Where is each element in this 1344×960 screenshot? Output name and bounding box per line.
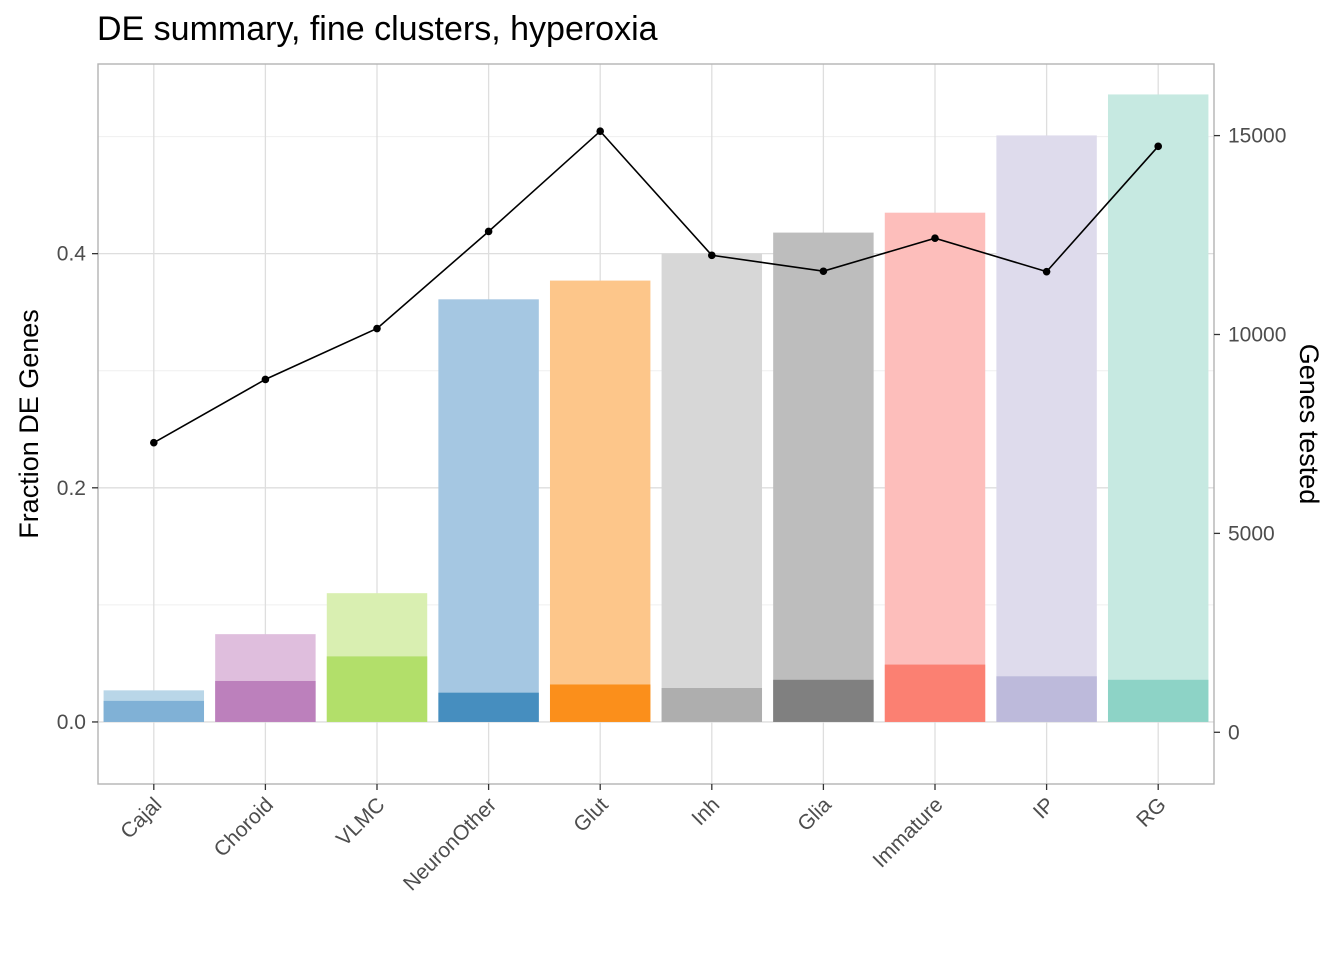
bar-total-glia xyxy=(773,232,874,722)
bar-secondary-inh xyxy=(661,688,763,722)
y2-tick-label: 10000 xyxy=(1228,323,1286,346)
chart-title: DE summary, fine clusters, hyperoxia xyxy=(97,10,658,48)
bar-secondary-glia xyxy=(773,679,874,722)
bar-secondary-ip xyxy=(996,676,1097,722)
x-tick-label-cajal: Cajal xyxy=(116,793,166,843)
bar-secondary-cajal xyxy=(103,700,205,722)
x-tick-label-inh: Inh xyxy=(687,793,724,830)
genes-tested-point-neuronother xyxy=(484,227,493,236)
bar-total-neuronother xyxy=(438,299,539,722)
plot-panel-border xyxy=(97,63,1215,785)
x-tick-label-choroid: Choroid xyxy=(210,793,278,861)
bar-secondary-neuronother xyxy=(438,692,539,722)
y2-tick-label: 5000 xyxy=(1228,522,1275,545)
bar-secondary-rg xyxy=(1107,679,1209,722)
x-tick-label-glut: Glut xyxy=(569,793,613,837)
bar-total-rg xyxy=(1107,94,1209,722)
y-axis-title: Fraction DE Genes xyxy=(14,309,44,539)
genes-tested-point-glut xyxy=(596,127,604,136)
bar-total-glut xyxy=(549,280,651,722)
y2-axis-ticks: 0 5000 10000 15000 xyxy=(1214,125,1286,744)
genes-tested-point-vlmc xyxy=(373,324,381,333)
x-tick-label-neuronother: NeuronOther xyxy=(399,793,501,895)
bars-total-fraction xyxy=(103,94,1209,722)
bar-total-immature xyxy=(884,212,986,722)
genes-tested-point-inh xyxy=(708,251,716,260)
x-tick-label-rg: RG xyxy=(1132,793,1171,832)
bar-secondary-choroid xyxy=(215,680,316,722)
genes-tested-point-cajal xyxy=(150,438,158,447)
bars-secondary-fraction xyxy=(103,656,1209,722)
genes-tested-line xyxy=(150,127,1162,447)
y-tick-label: 0.4 xyxy=(57,243,87,266)
genes-tested-point-rg xyxy=(1154,142,1162,151)
y-axis-ticks: 0.0 0.2 0.4 xyxy=(57,243,98,734)
x-tick-label-ip: IP xyxy=(1029,793,1059,823)
bar-total-ip xyxy=(996,135,1097,722)
bar-secondary-immature xyxy=(884,664,986,722)
genes-tested-point-glia xyxy=(819,267,828,276)
x-tick-label-immature: Immature xyxy=(869,793,948,872)
genes-tested-point-ip xyxy=(1042,267,1051,276)
x-axis-ticks: Cajal Choroid VLMC NeuronOther Glut Inh Glia Im… xyxy=(116,784,1171,895)
bar-secondary-vlmc xyxy=(326,656,428,722)
y2-tick-label: 0 xyxy=(1228,721,1240,744)
x-tick-label-vlmc: VLMC xyxy=(332,793,390,851)
bar-secondary-glut xyxy=(549,684,651,722)
bar-total-inh xyxy=(661,253,763,722)
y-tick-label: 0.2 xyxy=(57,477,86,500)
x-tick-label-glia: Glia xyxy=(793,793,836,836)
y2-axis-title: Genes tested xyxy=(1294,344,1324,505)
genes-tested-point-immature xyxy=(931,234,939,243)
genes-tested-line-path xyxy=(153,130,1159,444)
y-tick-label: 0.0 xyxy=(57,711,86,734)
genes-tested-point-choroid xyxy=(261,375,270,384)
y2-tick-label: 15000 xyxy=(1228,125,1286,148)
